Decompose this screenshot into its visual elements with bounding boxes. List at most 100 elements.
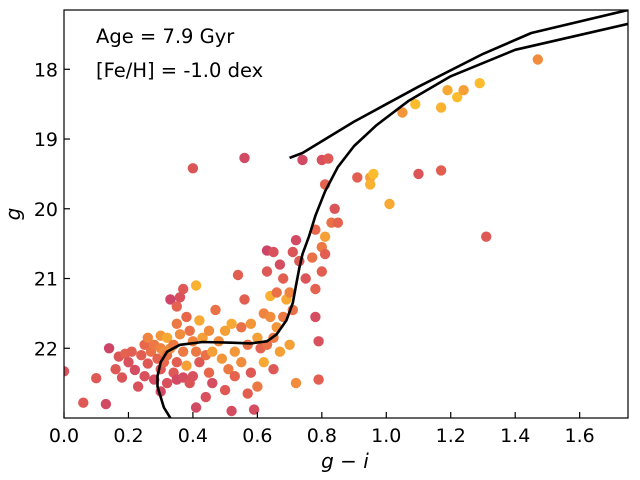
x-tick-label: 1.4 [500,425,530,447]
data-point [226,405,237,417]
data-point [232,269,244,281]
data-point [203,367,215,378]
data-point [474,78,485,89]
data-point [532,54,543,65]
data-point [435,165,447,176]
data-point [284,339,295,350]
data-point [161,377,173,389]
x-tick-label: 1.6 [565,425,595,447]
data-point [245,318,257,329]
data-point [165,294,176,305]
data-point [458,85,469,96]
data-point [174,329,186,340]
data-point [103,343,115,354]
data-point [310,283,321,295]
data-point [368,168,379,180]
y-tick-label: 20 [34,199,58,221]
axis-ticks: 0.0 0.2 0.4 0.6 0.8 1.0 1.2 1.4 1.6 18 19 20 21 22 [34,59,595,447]
data-point [319,231,331,242]
x-tick-label: 0.2 [113,425,143,447]
data-point [197,332,208,343]
data-point [229,371,240,382]
data-point [290,377,302,389]
data-point [290,235,302,246]
data-point [248,404,260,415]
data-point [194,357,205,368]
data-point [207,346,218,357]
data-point [219,384,231,396]
data-point [242,339,253,350]
data-point [203,325,215,336]
isochrone-lines [156,10,628,418]
y-tick-label: 18 [34,59,58,81]
data-point [171,301,182,312]
data-point [216,353,228,364]
data-point [481,231,492,242]
plot-frame [63,9,629,419]
data-point [307,252,318,263]
x-tick-label: 0.0 [49,425,79,447]
data-point [210,304,221,316]
data-point [100,398,112,410]
data-point [171,318,182,329]
data-point [190,402,202,413]
data-point [252,332,263,343]
data-point [274,346,286,357]
data-point [187,163,199,174]
data-point [410,99,421,110]
data-point [178,283,189,295]
data-point [181,360,192,371]
data-point [278,273,289,284]
data-point [271,287,282,298]
data-point [268,246,279,258]
isochrone-line-loop [289,10,628,160]
annotation-age: Age = 7.9 Gyr [96,25,235,48]
x-tick-label: 0.6 [242,425,272,447]
data-point [252,381,263,392]
isochrone-line-main [156,22,628,418]
data-point [242,388,253,399]
x-tick-label: 0.8 [307,425,337,447]
data-point [287,246,298,258]
data-point [236,357,247,368]
data-point [123,357,134,368]
data-point [435,102,447,113]
data-point [284,287,295,298]
data-point [161,332,173,343]
data-point [207,377,218,389]
x-axis-label: g − i [321,449,369,473]
y-tick-label: 21 [34,269,58,291]
data-point [365,179,376,190]
data-point [329,203,340,214]
data-point [129,364,141,376]
data-point [245,367,257,378]
y-tick-label: 19 [34,129,58,151]
data-point [413,168,424,180]
x-tick-label: 0.4 [178,425,208,447]
data-point [332,217,344,228]
data-point [265,311,276,323]
data-point [116,372,128,383]
scatter-points [64,54,543,417]
data-point [397,107,408,118]
data-point [258,357,269,368]
data-point [190,280,202,291]
data-point [200,391,211,403]
data-point [171,357,182,368]
data-point [310,311,321,323]
y-tick-label: 22 [34,338,58,360]
data-point [352,172,363,183]
data-point [181,311,192,323]
data-point [316,266,327,277]
data-point [194,315,205,326]
data-point [190,346,202,357]
data-point [274,259,286,270]
data-point [313,374,324,385]
data-point [229,346,240,357]
data-point [236,322,247,333]
data-point [239,294,250,305]
data-point [142,332,153,343]
data-point [319,248,331,260]
data-point [187,371,199,382]
data-point [323,153,334,164]
